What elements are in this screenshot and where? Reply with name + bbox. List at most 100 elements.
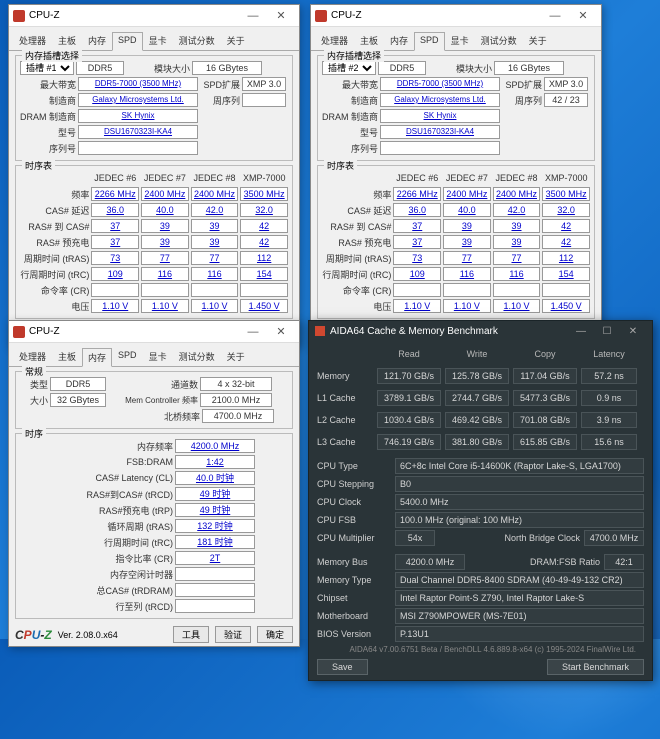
titlebar[interactable]: CPU-Z — ✕ [311, 5, 601, 27]
cpuz-logo: CPU-Z [15, 628, 52, 642]
timing-row-label: CAS# 延迟 [322, 204, 391, 217]
bench-row-label: L2 Cache [317, 415, 373, 425]
bench-cell: 125.78 GB/s [445, 368, 509, 384]
maximize-button[interactable]: ☐ [594, 326, 620, 337]
start-benchmark-button[interactable]: Start Benchmark [547, 659, 644, 675]
tools-button[interactable]: 工具 [173, 626, 209, 643]
field-label2: 周序列 [502, 94, 542, 107]
timing-cell [542, 283, 590, 297]
timing-cell: 73 [393, 251, 441, 265]
info-value: Dual Channel DDR5-8400 SDRAM (40-49-49-1… [395, 572, 644, 588]
field-value2: XMP 3.0 [544, 77, 588, 91]
timing-row-label: 周期时间 (tRAS) [322, 252, 391, 265]
timing-header: JEDEC #6 [393, 173, 441, 183]
tab-bench[interactable]: 测试分数 [173, 31, 221, 50]
timing-header: JEDEC #7 [141, 173, 189, 183]
mod-size: 16 GBytes [192, 61, 262, 75]
close-button[interactable]: ✕ [267, 6, 295, 26]
field-value2: 42 / 23 [544, 93, 588, 107]
timing-cell [141, 283, 189, 297]
minimize-button[interactable]: — [568, 326, 594, 337]
tab-about[interactable]: 关于 [523, 31, 553, 50]
group-label: 时序表 [324, 159, 357, 172]
tab-memory[interactable]: 内存 [384, 31, 414, 50]
close-button[interactable]: ✕ [620, 326, 646, 337]
tab-spd[interactable]: SPD [414, 32, 445, 51]
field-label: 最大带宽 [322, 78, 378, 91]
timing-cell: 36.0 [393, 203, 441, 217]
mem-timing-label: RAS#到CAS# (tRCD) [53, 488, 173, 501]
info-label: CPU FSB [317, 515, 391, 525]
tabs: 处理器 主板 内存 SPD 显卡 测试分数 关于 [311, 27, 601, 51]
tab-mainboard[interactable]: 主板 [354, 31, 384, 50]
cpuz-icon [13, 10, 25, 22]
info-value: Intel Raptor Point-S Z790, Intel Raptor … [395, 590, 644, 606]
field-value: DSU1670323I-KA4 [78, 125, 198, 139]
tab-about[interactable]: 关于 [221, 31, 251, 50]
timing-row-label: 命令率 (CR) [20, 284, 89, 297]
tab-memory[interactable]: 内存 [82, 348, 112, 367]
timing-cell [443, 283, 491, 297]
tab-about[interactable]: 关于 [221, 347, 251, 366]
mem-timing-value: 1:42 [175, 455, 255, 469]
tab-graphics[interactable]: 显卡 [445, 31, 475, 50]
membus-label: Memory Bus [317, 557, 391, 567]
validate-button[interactable]: 验证 [215, 626, 251, 643]
tab-memory[interactable]: 内存 [82, 31, 112, 50]
minimize-button[interactable]: — [239, 322, 267, 342]
tab-mainboard[interactable]: 主板 [52, 31, 82, 50]
timing-cell: 2266 MHz [393, 187, 441, 201]
tab-graphics[interactable]: 显卡 [143, 347, 173, 366]
info-value: P.13U1 [395, 626, 644, 642]
col-write: Write [445, 349, 509, 359]
col-latency: Latency [581, 349, 637, 359]
bench-cell: 1030.4 GB/s [377, 412, 441, 428]
minimize-button[interactable]: — [541, 6, 569, 26]
timing-cell: 39 [443, 219, 491, 233]
timing-cell: 77 [191, 251, 239, 265]
timing-cell: 2266 MHz [91, 187, 139, 201]
timing-cell: 77 [443, 251, 491, 265]
nb-value: 4700.0 MHz [202, 409, 274, 423]
timing-row-label: 电压 [20, 300, 89, 313]
mem-timing-value [175, 583, 255, 597]
tab-graphics[interactable]: 显卡 [143, 31, 173, 50]
timing-cell: 42.0 [191, 203, 239, 217]
info-label: CPU Stepping [317, 479, 391, 489]
group-label: 常规 [22, 365, 46, 378]
tab-cpu[interactable]: 处理器 [13, 347, 52, 366]
close-button[interactable]: ✕ [267, 322, 295, 342]
slot-select[interactable]: 插槽 #1 [20, 61, 74, 75]
timing-cell: 39 [191, 219, 239, 233]
timing-header: JEDEC #8 [493, 173, 541, 183]
timing-cell: 32.0 [240, 203, 288, 217]
close-button[interactable]: ✕ [569, 6, 597, 26]
timing-cell: 1.10 V [91, 299, 139, 313]
timing-cell: 154 [542, 267, 590, 281]
titlebar[interactable]: CPU-Z — ✕ [9, 321, 299, 343]
ok-button[interactable]: 确定 [257, 626, 293, 643]
tab-spd[interactable]: SPD [112, 32, 143, 51]
tabs: 处理器 主板 内存 SPD 显卡 测试分数 关于 [9, 343, 299, 367]
tab-cpu[interactable]: 处理器 [13, 31, 52, 50]
type-label: 类型 [20, 378, 48, 391]
titlebar[interactable]: AIDA64 Cache & Memory Benchmark — ☐ ✕ [309, 321, 652, 341]
minimize-button[interactable]: — [239, 6, 267, 26]
slot-select[interactable]: 插槽 #2 [322, 61, 376, 75]
group-label: 内存插槽选择 [324, 49, 384, 62]
tab-spd[interactable]: SPD [112, 347, 143, 366]
tab-bench[interactable]: 测试分数 [173, 347, 221, 366]
info-value: B0 [395, 476, 644, 492]
tab-mainboard[interactable]: 主板 [52, 347, 82, 366]
titlebar[interactable]: CPU-Z — ✕ [9, 5, 299, 27]
tabs: 处理器 主板 内存 SPD 显卡 测试分数 关于 [9, 27, 299, 51]
timing-row-label: 电压 [322, 300, 391, 313]
save-button[interactable]: Save [317, 659, 368, 675]
info-value: MSI Z790MPOWER (MS-7E01) [395, 608, 644, 624]
timing-cell: 2400 MHz [493, 187, 541, 201]
tab-bench[interactable]: 测试分数 [475, 31, 523, 50]
cpuz-spd-window-1: CPU-Z — ✕ 处理器 主板 内存 SPD 显卡 测试分数 关于 内存插槽选… [8, 4, 300, 347]
timing-row-label: RAS# 到 CAS# [20, 220, 89, 233]
timing-cell [493, 283, 541, 297]
tab-cpu[interactable]: 处理器 [315, 31, 354, 50]
